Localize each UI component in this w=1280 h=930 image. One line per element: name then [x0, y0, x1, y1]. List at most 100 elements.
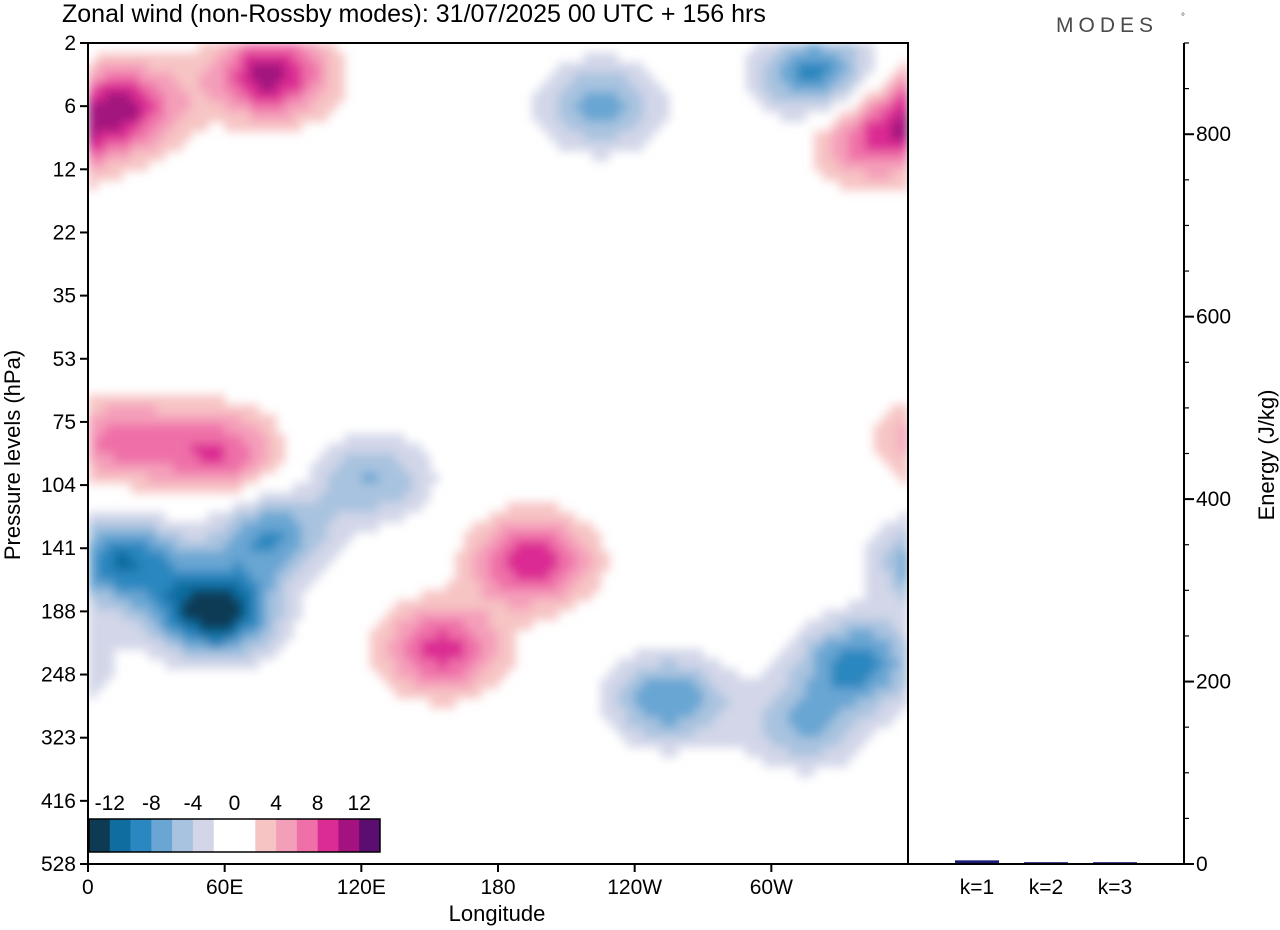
heatmap-cell: [113, 140, 123, 152]
heatmap-cell: [173, 62, 183, 73]
heatmap-cell: [583, 590, 593, 601]
heatmap-cell: [207, 541, 217, 552]
heatmap-cell: [788, 697, 798, 709]
heatmap-cell: [779, 668, 790, 679]
heatmap-cell: [668, 707, 678, 718]
heatmap-cell: [301, 561, 311, 572]
heatmap-cell: [831, 736, 841, 748]
heatmap-cell: [617, 658, 627, 670]
heatmap-cell: [250, 72, 260, 83]
heatmap-cell: [873, 600, 883, 611]
heatmap-cell: [216, 101, 226, 113]
heatmap-cell: [532, 561, 542, 572]
heatmap-cell: [395, 639, 405, 650]
heatmap-cell: [378, 433, 388, 445]
heatmap-cell: [173, 52, 183, 64]
heatmap-cell: [233, 424, 243, 435]
heatmap-cell: [156, 619, 166, 631]
heatmap-cell: [233, 570, 243, 582]
heatmap-cell: [626, 658, 636, 670]
heatmap-cell: [130, 521, 140, 533]
heatmap-cell: [899, 72, 908, 83]
heatmap-cell: [233, 619, 243, 631]
heatmap-cell: [634, 678, 644, 689]
heatmap-cell: [754, 52, 764, 64]
heatmap-cell: [882, 668, 892, 679]
heatmap-cell: [822, 727, 832, 738]
heatmap-cell: [241, 82, 251, 93]
heatmap-cell: [506, 512, 516, 523]
heatmap-cell: [113, 600, 123, 611]
heatmap-cell: [250, 619, 260, 631]
heatmap-cell: [788, 736, 798, 748]
heatmap-cell: [480, 570, 491, 582]
heatmap-cell: [284, 531, 294, 543]
heatmap-cell: [335, 541, 345, 552]
heatmap-cell: [404, 482, 414, 494]
heatmap-cell: [822, 678, 832, 689]
heatmap-cell: [267, 424, 277, 435]
heatmap-cell: [199, 600, 209, 611]
heatmap-cell: [762, 668, 772, 679]
heatmap-cell: [839, 52, 849, 64]
heatmap-cell: [429, 648, 439, 660]
heatmap-cell: [822, 736, 832, 748]
heatmap-cell: [574, 580, 585, 591]
heatmap-cell: [88, 590, 98, 601]
heatmap-cell: [873, 639, 883, 650]
heatmap-cell: [865, 668, 875, 679]
heatmap-cell: [703, 668, 713, 679]
heatmap-cell: [882, 707, 892, 718]
heatmap-cell: [207, 111, 217, 122]
heatmap-cell: [275, 531, 286, 543]
heatmap-cell: [890, 453, 901, 464]
heatmap-cell: [199, 443, 209, 455]
heatmap-cell: [181, 570, 192, 582]
heatmap-cell: [352, 502, 362, 513]
heatmap-cell: [156, 561, 166, 572]
heatmap-cell: [164, 414, 175, 425]
heatmap-cell: [822, 160, 832, 171]
heatmap-cell: [250, 648, 260, 660]
heatmap-cell: [404, 609, 414, 621]
heatmap-cell: [275, 570, 286, 582]
heatmap-cell: [651, 678, 661, 689]
heatmap-cell: [583, 580, 593, 591]
heatmap-cell: [779, 52, 790, 64]
heatmap-cell: [147, 414, 157, 425]
heatmap-cell: [113, 72, 123, 83]
heatmap-cell: [899, 121, 908, 132]
heatmap-cell: [566, 82, 576, 93]
heatmap-cell: [130, 590, 140, 601]
heatmap-cell: [318, 492, 328, 503]
heatmap-cell: [96, 91, 106, 103]
heatmap-cell: [489, 619, 499, 631]
colorbar-label: 4: [270, 792, 282, 815]
heatmap-cell: [352, 512, 362, 523]
heatmap-cell: [96, 590, 106, 601]
heatmap-panel: -12 -8 -4 0 4 8 12 261222355375104141188248323…: [0, 32, 909, 926]
heatmap-cell: [848, 678, 858, 689]
heatmap-cell: [216, 531, 226, 543]
heatmap-cell: [241, 121, 251, 132]
heatmap-cell: [566, 590, 576, 601]
heatmap-cell: [438, 648, 448, 660]
heatmap-cell: [822, 717, 832, 728]
heatmap-cell: [873, 717, 883, 728]
heatmap-cell: [463, 551, 473, 562]
heatmap-cell: [190, 121, 200, 132]
colorbar-swatch: [89, 819, 111, 852]
heatmap-cell: [489, 648, 499, 660]
heatmap-cell: [472, 600, 482, 611]
heatmap-cell: [113, 160, 123, 171]
heatmap-cell: [472, 648, 482, 660]
heatmap-cell: [122, 404, 132, 415]
heatmap-cell: [173, 424, 183, 435]
y-tick-label: 188: [41, 600, 76, 623]
heatmap-cell: [421, 648, 431, 660]
heatmap-cell: [284, 551, 294, 562]
heatmap-cell: [463, 600, 473, 611]
heatmap-cell: [549, 82, 559, 93]
heatmap-cell: [438, 629, 448, 640]
heatmap-cell: [796, 707, 807, 718]
